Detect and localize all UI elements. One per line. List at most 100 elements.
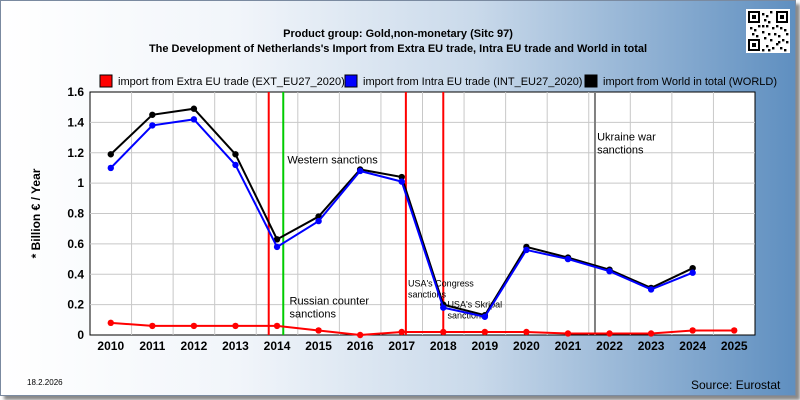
y-tick-label: 0.4 — [67, 267, 84, 281]
annotation-text: Western sanctions — [287, 154, 378, 166]
qr-module — [770, 39, 773, 42]
qr-module — [752, 33, 755, 36]
data-point — [689, 264, 696, 272]
qr-module — [764, 19, 767, 22]
annotation-text: USA's Congress — [408, 278, 474, 288]
qr-module — [762, 13, 765, 16]
data-point — [398, 173, 405, 181]
qr-module — [768, 49, 771, 52]
legend-label: import from Intra EU trade (INT_EU27_202… — [363, 76, 582, 88]
data-point — [440, 328, 447, 336]
data-point — [149, 322, 156, 330]
qr-module — [758, 25, 761, 28]
y-tick-label: 0.2 — [67, 298, 84, 312]
x-tick-label: 2016 — [347, 339, 374, 353]
x-tick-label: 2019 — [471, 339, 498, 353]
data-point — [190, 116, 198, 123]
x-tick-label: 2011 — [139, 339, 165, 353]
qr-module — [762, 49, 765, 52]
data-point — [190, 105, 198, 112]
data-point — [606, 330, 613, 337]
qr-module — [776, 43, 779, 46]
annotation-text: sanctions — [290, 309, 337, 321]
x-tick-label: 2022 — [596, 339, 623, 353]
data-point — [689, 269, 696, 276]
source-label: Source: Eurostat — [691, 378, 781, 392]
data-point — [398, 178, 405, 185]
data-point — [523, 246, 530, 254]
data-point — [481, 328, 489, 336]
y-tick-label: 1.2 — [67, 146, 84, 160]
data-point — [149, 122, 156, 129]
qr-module — [776, 25, 779, 28]
annotation-text: sanctions — [408, 289, 447, 299]
data-point — [190, 322, 198, 330]
y-tick-label: 1.6 — [67, 85, 84, 99]
data-point — [356, 331, 364, 339]
qr-module — [768, 33, 771, 36]
qr-module — [768, 21, 771, 24]
data-point — [232, 151, 239, 158]
qr-module — [756, 35, 759, 38]
qr-code-icon — [746, 9, 790, 53]
data-point — [481, 313, 489, 320]
x-tick-label: 2024 — [679, 339, 706, 353]
data-point — [564, 330, 572, 337]
legend-swatch — [99, 74, 113, 88]
series-line — [110, 321, 735, 337]
data-point — [523, 328, 530, 336]
x-tick-label: 2015 — [305, 339, 332, 353]
annotation-text: Ukraine war — [597, 132, 656, 144]
qr-module — [786, 41, 789, 44]
qr-module — [780, 47, 783, 50]
data-point — [273, 236, 281, 243]
qr-module — [754, 29, 757, 32]
x-tick-label: 2023 — [638, 339, 665, 353]
y-tick-label: 1.4 — [67, 115, 84, 129]
data-point — [689, 327, 696, 334]
qr-module — [770, 11, 773, 14]
qr-module — [784, 49, 787, 52]
annotation-text: Russian counter — [290, 296, 370, 308]
data-point — [731, 327, 738, 334]
data-point — [232, 161, 239, 169]
date-stamp: 18.2.2026 — [27, 378, 63, 387]
qr-module — [782, 39, 785, 42]
data-point — [647, 286, 655, 293]
data-point — [107, 151, 114, 158]
qr-module — [764, 37, 767, 40]
data-point — [107, 164, 114, 172]
x-tick-label: 2017 — [388, 339, 415, 353]
data-point — [107, 319, 114, 327]
y-axis-label: * Billion € / Year — [29, 168, 43, 258]
x-tick-label: 2021 — [555, 339, 582, 353]
qr-module — [780, 27, 783, 30]
data-point — [232, 322, 239, 330]
data-point — [440, 304, 447, 311]
legend-swatch — [344, 74, 358, 88]
y-tick-label: 0 — [77, 328, 84, 342]
data-point — [273, 243, 281, 251]
x-tick-label: 2014 — [264, 339, 291, 353]
qr-module — [766, 45, 769, 48]
qr-finder — [752, 15, 756, 19]
data-point — [398, 328, 405, 336]
annotation-text: sanctions — [597, 145, 644, 157]
qr-module — [766, 15, 769, 18]
x-tick-label: 2025 — [721, 339, 748, 353]
qr-finder — [780, 15, 784, 19]
data-point — [273, 322, 281, 330]
x-tick-label: 2012 — [181, 339, 208, 353]
data-point — [647, 330, 655, 337]
y-tick-label: 0.8 — [67, 207, 84, 221]
chart-title-line2: The Development of Netherlands's Import … — [148, 43, 648, 55]
annotation-text: USA's Skripal — [447, 300, 502, 310]
qr-module — [772, 47, 775, 50]
legend-swatch — [584, 74, 598, 88]
y-tick-label: 1 — [77, 176, 84, 190]
qr-module — [762, 31, 765, 34]
qr-module — [784, 29, 787, 32]
x-tick-label: 2010 — [97, 339, 124, 353]
data-point — [315, 327, 322, 334]
x-tick-label: 2018 — [430, 339, 457, 353]
